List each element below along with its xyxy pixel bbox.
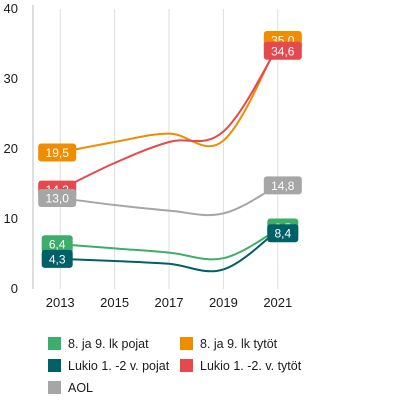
y-tick-label: 20 bbox=[4, 141, 18, 156]
series-line-0 bbox=[59, 228, 279, 261]
series-layer bbox=[59, 43, 279, 273]
legend-label: Lukio 1. -2. v. tytöt bbox=[200, 359, 302, 373]
y-tick-label: 40 bbox=[4, 1, 18, 16]
x-tick-label: 2013 bbox=[46, 295, 75, 310]
x-tick-label: 2015 bbox=[100, 295, 129, 310]
legend: 8. ja 9. lk pojat 8. ja 9. lk tytöt Lukio … bbox=[48, 337, 302, 395]
axis-layer: 2013 2015 2017 2019 2021 0 10 20 30 40 bbox=[4, 1, 293, 310]
data-label-end: 8,4 bbox=[274, 227, 291, 241]
legend-item: 8. ja 9. lk pojat bbox=[48, 337, 149, 351]
data-label-start-box bbox=[41, 235, 73, 254]
legend-label: 8. ja 9. lk pojat bbox=[68, 337, 149, 351]
series-line-4 bbox=[59, 184, 279, 217]
legend-item: 8. ja 9. lk tytöt bbox=[180, 337, 278, 351]
legend-label: 8. ja 9. lk tytöt bbox=[200, 337, 278, 351]
data-label-end-box bbox=[263, 176, 302, 195]
data-label-start: 6,4 bbox=[49, 238, 66, 252]
legend-swatch bbox=[180, 359, 193, 372]
x-tick-label: 2019 bbox=[209, 295, 238, 310]
data-label-end-box bbox=[263, 41, 302, 60]
data-label-end: 14,8 bbox=[271, 179, 295, 193]
data-label-start: 4,3 bbox=[49, 252, 66, 266]
legend-item: AOL bbox=[48, 381, 93, 395]
legend-item: Lukio 1. -2 v. pojat bbox=[48, 359, 170, 373]
legend-item: Lukio 1. -2. v. tytöt bbox=[180, 359, 302, 373]
legend-swatch bbox=[48, 381, 61, 394]
legend-label: AOL bbox=[68, 381, 93, 395]
x-tick-label: 2021 bbox=[263, 295, 292, 310]
legend-swatch bbox=[48, 359, 61, 372]
legend-swatch bbox=[48, 337, 61, 350]
series-line-2 bbox=[59, 229, 279, 273]
y-tick-label: 0 bbox=[11, 281, 18, 296]
data-label-end: 34,6 bbox=[271, 44, 295, 58]
y-tick-label: 30 bbox=[4, 71, 18, 86]
data-label-start: 19,5 bbox=[46, 146, 70, 160]
data-label-start: 13,0 bbox=[46, 192, 70, 206]
x-tick-label: 2017 bbox=[155, 295, 184, 310]
y-tick-label: 10 bbox=[4, 211, 18, 226]
data-label-start-box bbox=[38, 189, 77, 207]
data-label-start-box bbox=[38, 143, 77, 162]
data-label-layer: 6,48,519,535,04,38,414,234,613,014,8 bbox=[38, 31, 302, 268]
series-line-1 bbox=[59, 43, 279, 154]
legend-label: Lukio 1. -2 v. pojat bbox=[68, 359, 170, 373]
series-line-3 bbox=[59, 45, 279, 191]
legend-swatch bbox=[180, 337, 193, 350]
data-label-end-box bbox=[267, 224, 299, 243]
data-label-start-box bbox=[41, 249, 73, 268]
